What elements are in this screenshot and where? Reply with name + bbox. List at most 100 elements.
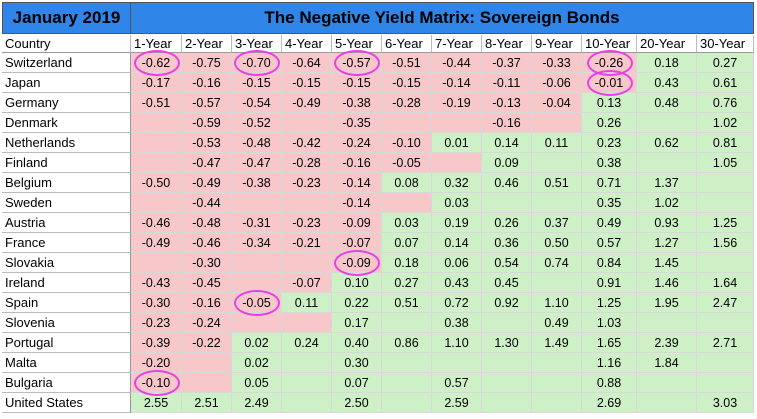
yield-cell: -0.48 — [232, 133, 282, 153]
column-header-4-year: 4-Year — [282, 35, 332, 53]
yield-cell — [532, 373, 582, 393]
yield-cell — [697, 253, 754, 273]
country-label: Portugal — [2, 333, 131, 353]
yield-cell: -0.75 — [182, 53, 232, 73]
country-label: Switzerland — [2, 53, 131, 73]
column-header-2-year: 2-Year — [182, 35, 232, 53]
yield-cell: -0.16 — [332, 153, 382, 173]
yield-cell: -0.14 — [432, 73, 482, 93]
yield-cell: -0.09 — [332, 253, 382, 273]
yield-cell: 0.18 — [637, 53, 697, 73]
yield-cell — [131, 153, 182, 173]
yield-cell: 0.02 — [232, 353, 282, 373]
yield-cell — [637, 373, 697, 393]
yield-cell — [637, 393, 697, 413]
yield-cell: 1.46 — [637, 273, 697, 293]
yield-cell: -0.38 — [232, 173, 282, 193]
yield-cell — [382, 193, 432, 213]
yield-cell: -0.10 — [131, 373, 182, 393]
yield-cell — [432, 153, 482, 173]
column-header-6-year: 6-Year — [382, 35, 432, 53]
yield-cell: -0.48 — [182, 213, 232, 233]
yield-cell: 0.91 — [582, 273, 637, 293]
country-label: Austria — [2, 213, 131, 233]
yield-cell: 1.49 — [532, 333, 582, 353]
yield-cell: 1.64 — [697, 273, 754, 293]
country-label: Japan — [2, 73, 131, 93]
yield-cell: 1.25 — [582, 293, 637, 313]
country-label: Denmark — [2, 113, 131, 133]
yield-cell: -0.30 — [131, 293, 182, 313]
yield-cell: -0.28 — [282, 153, 332, 173]
yield-cell: 1.02 — [697, 113, 754, 133]
yield-cell — [282, 253, 332, 273]
yield-cell: -0.44 — [432, 53, 482, 73]
yield-cell: 0.43 — [432, 273, 482, 293]
yield-cell: -0.52 — [232, 113, 282, 133]
yield-cell — [282, 373, 332, 393]
yield-cell: 0.92 — [482, 293, 532, 313]
yield-cell: 0.48 — [637, 93, 697, 113]
yield-cell: -0.01 — [582, 73, 637, 93]
yield-cell: -0.07 — [332, 233, 382, 253]
country-label: Bulgaria — [2, 373, 131, 393]
yield-cell — [131, 253, 182, 273]
yield-cell: 2.71 — [697, 333, 754, 353]
yield-cell — [482, 313, 532, 333]
column-header-1-year: 1-Year — [131, 35, 182, 53]
yield-cell: 0.36 — [482, 233, 532, 253]
yield-cell: 0.49 — [532, 313, 582, 333]
yield-cell: 1.95 — [637, 293, 697, 313]
yield-cell: 0.51 — [382, 293, 432, 313]
yield-cell: -0.31 — [232, 213, 282, 233]
yield-cell: 0.26 — [482, 213, 532, 233]
yield-cell: -0.09 — [332, 213, 382, 233]
yield-cell: 0.27 — [697, 53, 754, 73]
country-label: Ireland — [2, 273, 131, 293]
yield-cell: 0.84 — [582, 253, 637, 273]
yield-cell — [697, 173, 754, 193]
yield-cell: -0.13 — [482, 93, 532, 113]
yield-cell: 1.10 — [532, 293, 582, 313]
yield-cell: -0.51 — [382, 53, 432, 73]
yield-cell: 0.40 — [332, 333, 382, 353]
yield-cell: 0.50 — [532, 233, 582, 253]
yield-cell: 0.37 — [532, 213, 582, 233]
yield-cell: 0.57 — [582, 233, 637, 253]
yield-cell: 2.50 — [332, 393, 382, 413]
yield-cell: 1.30 — [482, 333, 532, 353]
yield-cell: -0.05 — [382, 153, 432, 173]
yield-cell: 0.54 — [482, 253, 532, 273]
yield-cell: -0.44 — [182, 193, 232, 213]
yield-cell — [131, 193, 182, 213]
yield-cell: -0.37 — [482, 53, 532, 73]
yield-cell: -0.20 — [131, 353, 182, 373]
yield-cell — [382, 353, 432, 373]
yield-cell: -0.59 — [182, 113, 232, 133]
yield-cell: 0.76 — [697, 93, 754, 113]
yield-cell: 1.56 — [697, 233, 754, 253]
yield-cell: -0.07 — [282, 273, 332, 293]
yield-cell: 0.81 — [697, 133, 754, 153]
yield-cell: -0.39 — [131, 333, 182, 353]
country-label: Slovenia — [2, 313, 131, 333]
yield-cell: -0.51 — [131, 93, 182, 113]
yield-cell: 0.30 — [332, 353, 382, 373]
matrix-title: The Negative Yield Matrix: Sovereign Bon… — [131, 2, 754, 34]
yield-cell: -0.28 — [382, 93, 432, 113]
yield-cell: 0.18 — [382, 253, 432, 273]
yield-cell: -0.62 — [131, 53, 182, 73]
yield-cell: 1.05 — [697, 153, 754, 173]
yield-cell — [532, 273, 582, 293]
yield-cell: -0.64 — [282, 53, 332, 73]
yield-cell: 0.22 — [332, 293, 382, 313]
yield-cell: -0.46 — [182, 233, 232, 253]
yield-cell: 2.49 — [232, 393, 282, 413]
yield-cell: 0.32 — [432, 173, 482, 193]
yield-cell — [232, 253, 282, 273]
yield-cell: 0.14 — [432, 233, 482, 253]
yield-cell: 0.02 — [232, 333, 282, 353]
yield-cell: 2.55 — [131, 393, 182, 413]
yield-cell: 0.46 — [482, 173, 532, 193]
